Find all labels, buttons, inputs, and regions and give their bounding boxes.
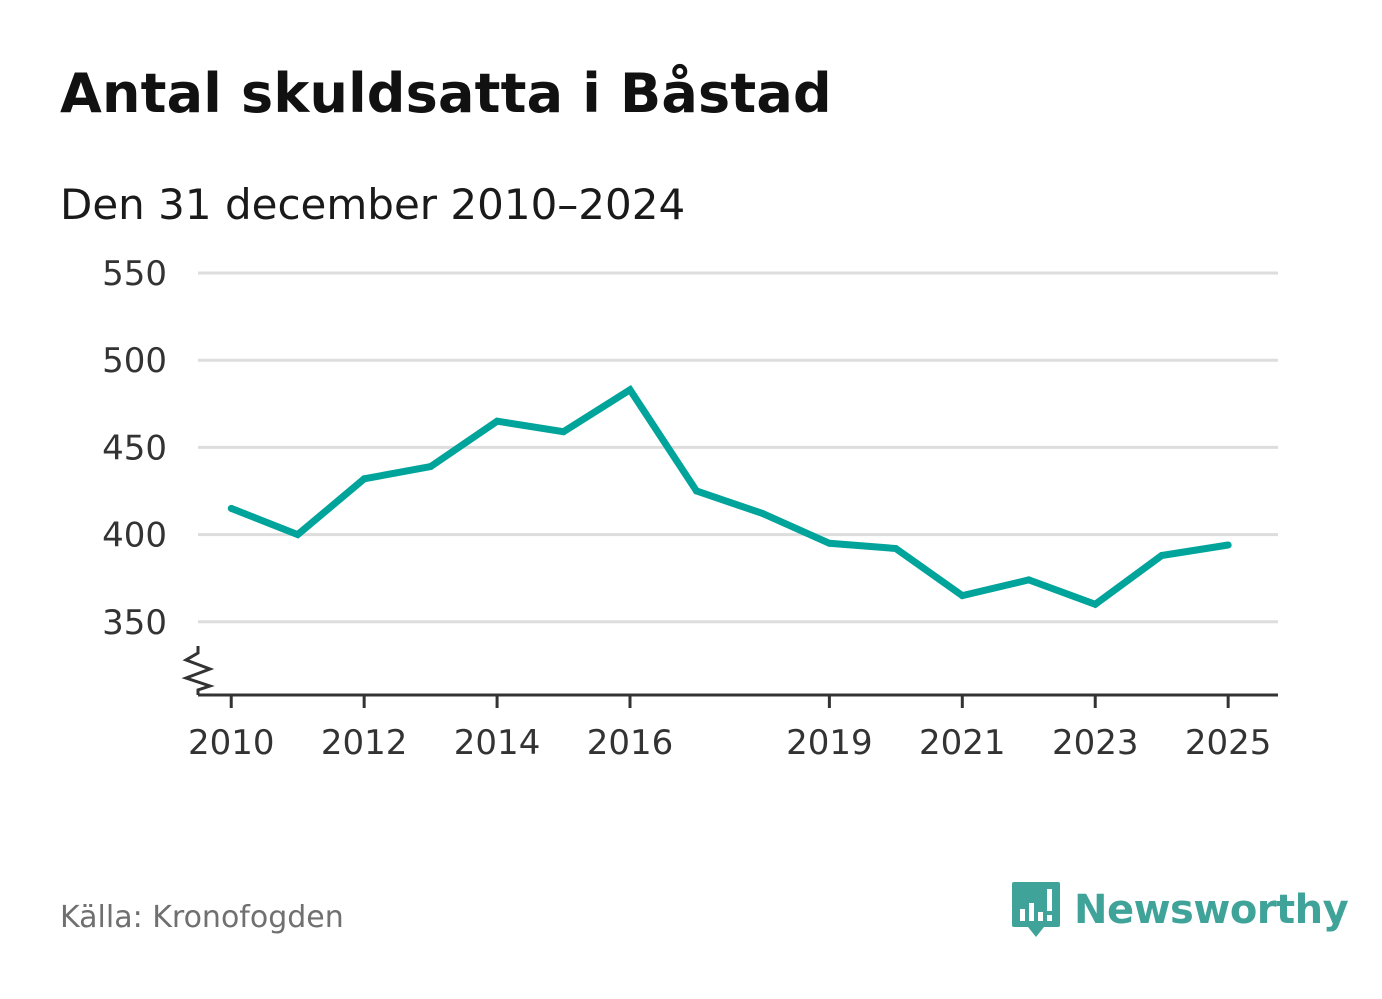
data-point-2010 [227,504,235,512]
x-tick-label: 2023 [1052,723,1139,763]
x-tick-label: 2021 [919,723,1006,763]
data-point-2018 [759,510,767,518]
x-tick-label: 2012 [321,723,408,763]
data-point-2024 [1158,551,1166,559]
y-tick-label: 500 [102,341,167,381]
chart-title: Antal skuldsatta i Båstad [60,62,832,125]
x-axis-ticks: 2010 2012 2014 2016 2019 2021 2023 2025 [188,695,1271,763]
data-point-2013 [427,463,435,471]
y-tick-label: 400 [102,516,167,556]
y-axis-ticks: 350 400 450 500 550 [102,254,167,643]
data-point-2021 [958,592,966,600]
data-point-2017 [692,487,700,495]
x-tick-label: 2010 [188,723,275,763]
y-tick-label: 450 [102,428,167,468]
chart-subtitle: Den 31 december 2010–2024 [60,180,686,229]
data-point-2025 [1224,541,1232,549]
x-tick-label: 2016 [587,723,674,763]
y-tick-label: 350 [102,603,167,643]
data-point-2012 [360,475,368,483]
data-point-2022 [1025,576,1033,584]
x-axis [181,646,1278,697]
y-tick-label: 550 [102,254,167,294]
brand-name: Newsworthy [1074,887,1349,933]
source-note: Källa: Kronofogden [60,900,344,935]
x-tick-label: 2019 [786,723,873,763]
axis-break-icon [181,646,215,695]
gridlines [198,271,1278,624]
x-tick-label: 2014 [454,723,541,763]
data-point-2015 [560,428,568,436]
data-point-2020 [892,545,900,553]
data-point-2019 [825,539,833,547]
newsworthy-chart-icon [1012,882,1060,937]
data-point-2023 [1091,600,1099,608]
data-point-2016 [626,386,634,394]
x-tick-label: 2025 [1185,723,1272,763]
data-series [227,385,1232,609]
series-line-0 [229,385,1229,609]
data-point-2014 [493,417,501,425]
data-point-2011 [294,531,302,539]
newsworthy-logo: Newsworthy [1010,878,1349,942]
